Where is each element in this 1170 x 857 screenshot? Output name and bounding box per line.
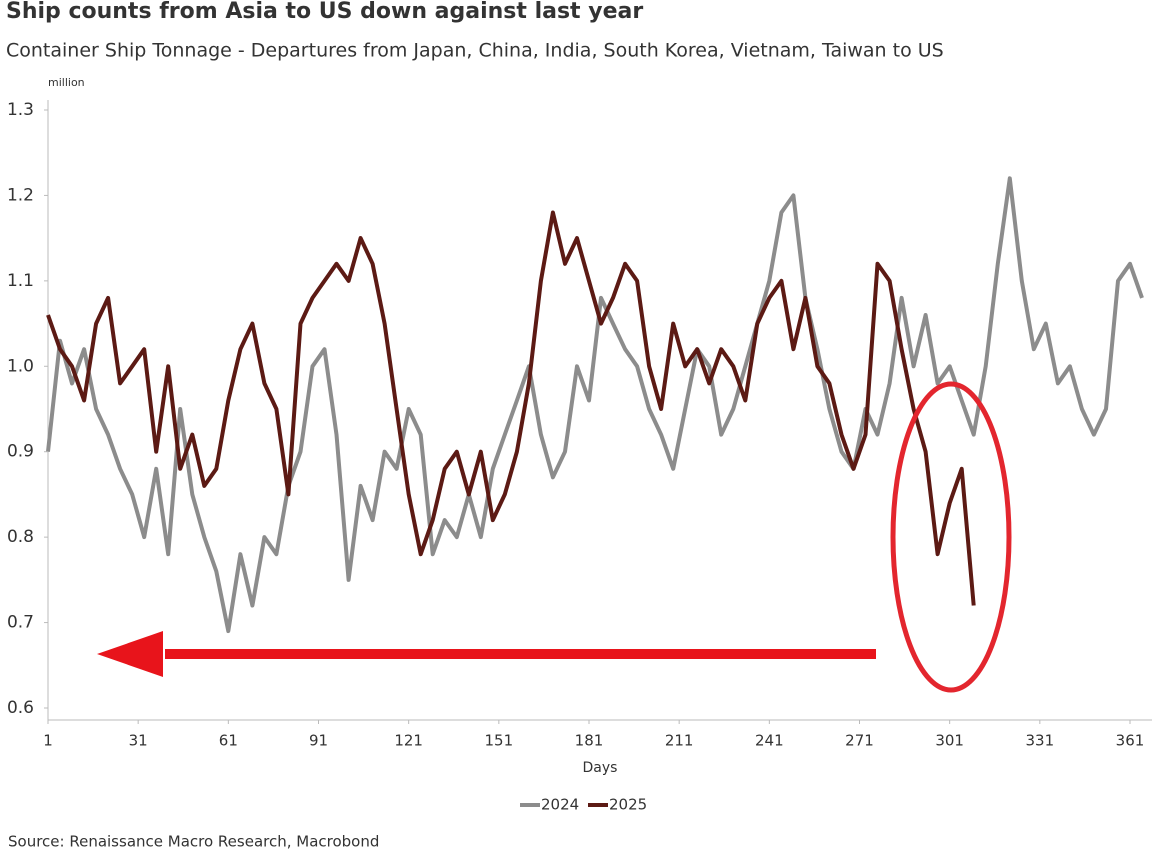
- x-tick-label: 1: [43, 732, 53, 750]
- highlight-ellipse: [890, 381, 1012, 693]
- y-tick-label: 1.0: [7, 356, 34, 376]
- line-2025: [46, 210, 976, 606]
- y-tick-label: 1.1: [7, 271, 34, 291]
- x-tick-label: 331: [1026, 732, 1055, 750]
- x-tick-label: 121: [394, 732, 423, 750]
- x-tick-label: 151: [485, 732, 514, 750]
- x-tick-label: 301: [935, 732, 964, 750]
- x-tick-label: 211: [665, 732, 694, 750]
- x-tick-label: 91: [309, 732, 328, 750]
- y-tick-label: 1.3: [7, 100, 34, 120]
- x-tick-label: 61: [219, 732, 238, 750]
- chart-title: Ship counts from Asia to US down against…: [6, 0, 643, 24]
- x-tick-label: 361: [1116, 732, 1145, 750]
- legend-label: 2024: [541, 796, 579, 814]
- x-tick-label: 181: [575, 732, 604, 750]
- legend-label: 2025: [609, 796, 647, 814]
- chart-subtitle: Container Ship Tonnage - Departures from…: [6, 40, 944, 62]
- y-tick-label: 1.2: [7, 185, 34, 205]
- y-tick-label: 0.6: [7, 698, 34, 718]
- x-tick-label: 31: [129, 732, 148, 750]
- source: Source: Renaissance Macro Research, Macr…: [8, 833, 379, 851]
- x-axis-label: Days: [583, 760, 618, 776]
- y-unit: million: [48, 76, 85, 89]
- y-tick-label: 0.9: [7, 442, 34, 462]
- line-2024: [46, 176, 1144, 634]
- y-tick-label: 0.8: [7, 527, 34, 547]
- y-tick-label: 0.7: [7, 613, 34, 633]
- x-tick-label: 271: [845, 732, 874, 750]
- arrow-head: [97, 631, 163, 677]
- x-tick-label: 241: [755, 732, 784, 750]
